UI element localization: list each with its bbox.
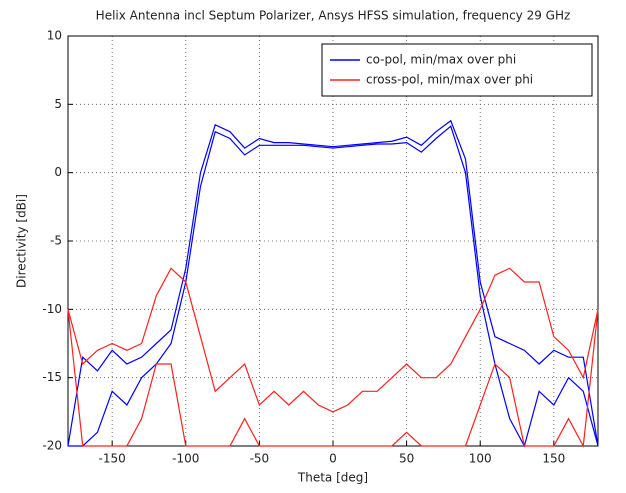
legend-label: cross-pol, min/max over phi <box>366 73 533 87</box>
series-line <box>67 119 599 447</box>
y-tick-label: -5 <box>50 234 62 248</box>
x-tick-label: -150 <box>99 452 126 466</box>
y-tick-label: 5 <box>54 97 62 111</box>
series-line <box>67 267 599 413</box>
legend-box <box>321 43 593 97</box>
x-axis-label: Theta [deg] <box>297 471 368 485</box>
chart-title: Helix Antenna incl Septum Polarizer, Ans… <box>96 9 571 23</box>
x-tick-label: -100 <box>172 452 199 466</box>
y-tick-label: -15 <box>42 370 62 384</box>
series-line <box>67 309 599 448</box>
x-tick-label: 50 <box>399 452 414 466</box>
x-tick-label: 150 <box>542 452 565 466</box>
y-tick-label: 10 <box>47 29 62 43</box>
y-tick-label: 0 <box>54 165 62 179</box>
x-tick-label: 100 <box>469 452 492 466</box>
legend-label: co-pol, min/max over phi <box>366 53 516 67</box>
x-tick-label: 0 <box>329 452 337 466</box>
y-axis-label: Directivity [dBi] <box>15 194 29 288</box>
x-tick-label: -50 <box>250 452 270 466</box>
y-tick-label: -20 <box>42 439 62 453</box>
y-tick-label: -10 <box>42 302 62 316</box>
